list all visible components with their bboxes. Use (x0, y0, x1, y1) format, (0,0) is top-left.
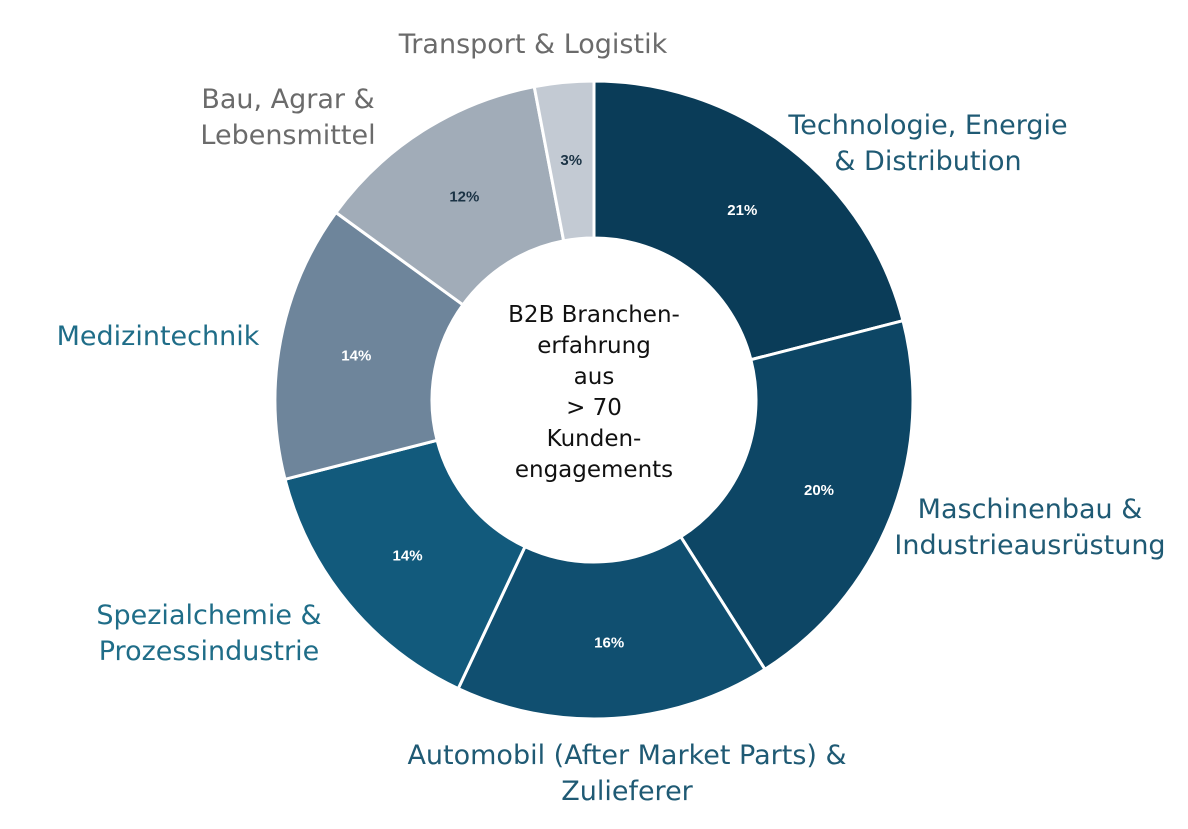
slices-group (273, 79, 915, 721)
slice-category-label: Transport & Logistik (398, 29, 668, 60)
donut-slice (283, 438, 528, 691)
donut-slice (592, 79, 905, 362)
slice-category-label: Technologie, Energie & Distribution (787, 110, 1067, 177)
slice-value-label: 14% (341, 348, 371, 365)
category-label-line: Technologie, Energie (787, 110, 1067, 141)
center-caption-line: aus (574, 364, 615, 390)
category-label-line: Prozessindustrie (99, 636, 319, 667)
category-label-line: Lebensmittel (200, 120, 375, 151)
slice-value-label: 20% (804, 482, 834, 499)
category-label-line: Transport & Logistik (398, 29, 668, 60)
slice-category-label: Medizintechnik (57, 321, 260, 352)
category-label-line: Industrieausrüstung (894, 530, 1165, 561)
category-label-line: Spezialchemie & (96, 600, 321, 631)
category-label-line: Maschinenbau & (918, 494, 1143, 525)
center-caption-line: erfahrung (537, 333, 651, 359)
slice-category-label: Automobil (After Market Parts) & Zuliefer… (407, 740, 846, 807)
slice-value-label: 3% (560, 152, 582, 169)
category-label-line: Bau, Agrar & (201, 84, 374, 115)
value-labels-group: 21% 20% 16% 14% 14% 12% 3% (341, 152, 834, 651)
slice-value-label: 12% (449, 189, 479, 206)
slice-value-label: 14% (393, 547, 423, 564)
category-label-line: & Distribution (834, 146, 1021, 177)
donut-slice (532, 79, 596, 243)
slice-category-label: Bau, Agrar & Lebensmittel (200, 84, 375, 151)
center-caption-line: Kunden- (547, 426, 642, 452)
slice-category-label: Spezialchemie & Prozessindustrie (96, 600, 321, 667)
slice-category-label: Maschinenbau & Industrieausrüstung (894, 494, 1165, 561)
category-label-line: Zulieferer (561, 776, 693, 807)
category-label-line: Automobil (After Market Parts) & (407, 740, 846, 771)
category-label-line: Medizintechnik (57, 321, 260, 352)
slice-value-label: 16% (594, 635, 624, 652)
donut-slice (273, 210, 466, 482)
center-text-group: B2B Branchen-erfahrung aus > 70 Kunden-enga… (508, 302, 680, 483)
center-caption: B2B Branchen-erfahrung aus > 70 Kunden-enga… (508, 302, 680, 483)
donut-slice (456, 534, 767, 721)
center-caption-line: engagements (515, 457, 673, 483)
center-caption-line: > 70 (566, 395, 622, 421)
center-caption-line: B2B Branchen- (508, 302, 680, 328)
donut-slice (333, 84, 566, 307)
category-labels-group: Technologie, Energie & Distribution Maschi… (57, 29, 1166, 807)
donut-slice (678, 318, 915, 672)
slice-value-label: 21% (727, 202, 757, 219)
